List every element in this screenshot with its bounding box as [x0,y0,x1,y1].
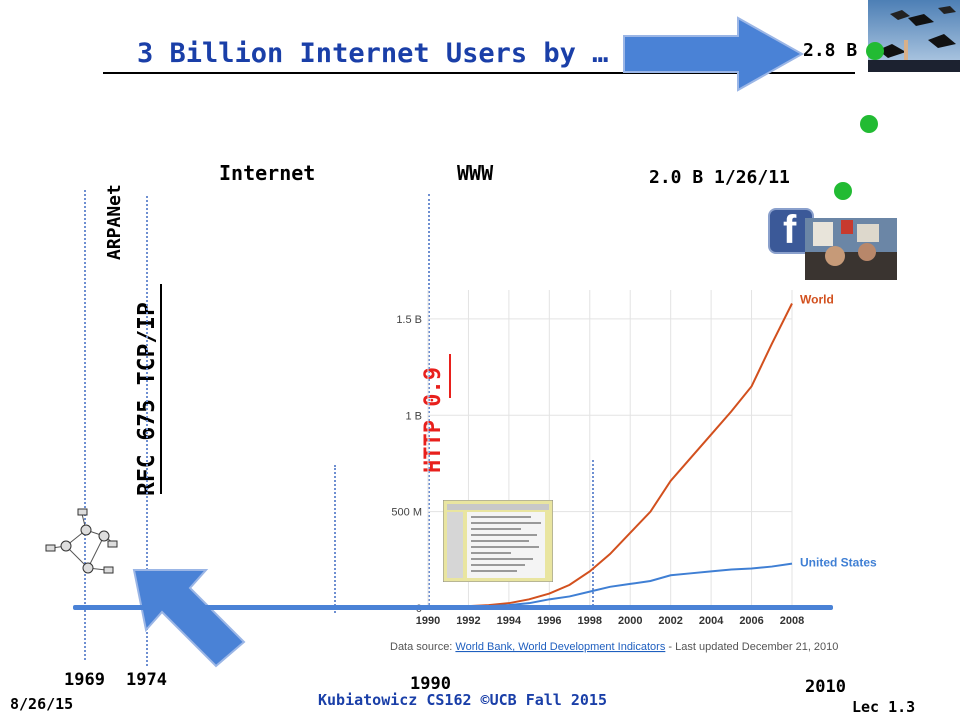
title-underline [103,72,855,74]
arpanet-network-diagram [45,508,118,574]
protest-photo [805,218,897,280]
series-label-united-states: United States [800,556,877,570]
internet-label: Internet [219,161,316,185]
www-browser-screenshot [443,500,553,582]
x-tick-label: 1996 [537,615,561,627]
rfc-underline [160,284,162,494]
www-label: WWW [457,161,494,185]
users-2-8b-label: 2.8 B [803,40,858,61]
x-tick-label: 2000 [618,615,642,627]
x-tick-label: 2002 [658,615,682,627]
y-tick-label: 1 B [405,410,422,422]
data-dot-2-8b [866,42,884,60]
data-source-note: Data source: World Bank, World Developme… [390,641,838,653]
marker-1998 [592,460,594,610]
y-tick-label: 500 M [391,507,422,519]
year-1990: 1990 [410,674,451,694]
series-label-world: World [800,292,834,306]
x-tick-label: 2006 [739,615,763,627]
http-underline [449,354,451,398]
x-tick-label: 1990 [416,615,440,627]
data-dot-mid [860,115,878,133]
x-tick-label: 1992 [456,615,480,627]
timeline-axis [73,605,833,610]
graduation-photo [868,0,960,72]
marker-1969 [84,190,86,660]
slide-title: 3 Billion Internet Users by … [137,38,609,69]
y-tick-label: 1.5 B [396,314,422,326]
year-1969: 1969 [64,670,105,690]
arpanet-label: ARPANet [104,184,125,260]
right-arrow-icon [623,16,805,92]
marker-internet [334,465,336,613]
footer-date: 8/26/15 [10,695,74,713]
x-tick-label: 1994 [497,615,522,627]
internet-users-chart: 0500 M1 B1.5 B19901992199419961998200020… [390,290,877,653]
facebook-letter: f [783,208,797,252]
x-tick-label: 2008 [780,615,804,627]
x-tick-label: 2004 [699,615,724,627]
year-2010: 2010 [805,677,846,697]
footer-lecture-number: Lec 1.3 [852,698,916,716]
x-tick-label: 1998 [578,615,602,627]
marker-1990 [428,194,430,609]
users-2-0b-label: 2.0 B 1/26/11 [649,167,790,188]
up-left-arrow-icon [132,569,246,668]
data-dot-2-0b [834,182,852,200]
year-1974: 1974 [126,670,167,690]
marker-1974 [146,196,148,666]
footer-course: Kubiatowicz CS162 ©UCB Fall 2015 [318,691,607,709]
